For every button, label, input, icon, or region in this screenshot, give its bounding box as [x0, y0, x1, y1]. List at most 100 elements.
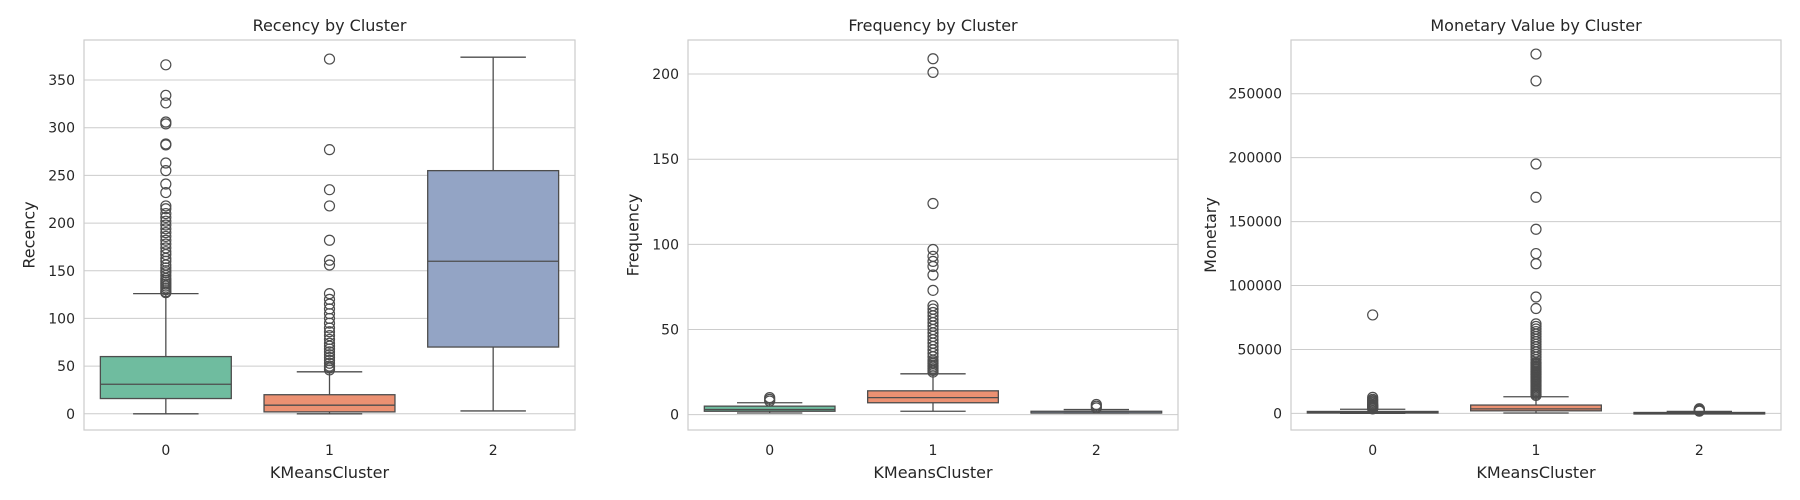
iqr-box [427, 169, 560, 348]
outlier-point [160, 211, 172, 223]
iqr-box [1470, 404, 1602, 412]
outlier-point [323, 53, 336, 65]
outlier-point [1530, 323, 1542, 335]
outlier-point [323, 200, 336, 212]
outlier-point [160, 97, 172, 109]
outlier-point [323, 254, 336, 266]
outlier-point [927, 250, 939, 262]
box-plot-1 [263, 53, 396, 415]
box-plot-1 [867, 53, 999, 412]
y-axis-label: Frequency [624, 194, 643, 277]
x-tick-label: 0 [765, 443, 774, 459]
outlier-point [323, 326, 336, 338]
iqr-box [867, 390, 999, 404]
chart-monetary: 0 50000 100000 150000 200000 250000 0 1 2 Monetar… [1201, 16, 1782, 482]
outlier-point [160, 186, 172, 199]
y-tick-label: 0 [1273, 406, 1282, 422]
iqr-box [703, 405, 836, 412]
box-plot-0 [1306, 309, 1439, 415]
outlier-point [1530, 75, 1542, 87]
chart-title: Monetary Value by Cluster [1430, 16, 1642, 35]
chart-frequency: 0 50 100 150 200 0 1 2 Frequency by Cluster KMean… [624, 16, 1179, 482]
y-tick-label: 0 [66, 407, 75, 423]
outlier-point [1530, 302, 1542, 315]
outlier-point [160, 238, 172, 250]
outlier-point [160, 200, 172, 212]
x-tick-label: 1 [325, 443, 334, 459]
outlier-point [927, 284, 939, 296]
x-tick-label: 2 [489, 443, 498, 459]
outlier-point [1530, 325, 1542, 338]
y-tick-label: 50000 [1237, 342, 1282, 358]
outlier-point [1530, 48, 1542, 60]
outlier-point [1530, 247, 1542, 260]
box-plot-2 [1030, 398, 1163, 414]
outlier-point [1530, 158, 1542, 170]
outlier-point [1530, 320, 1542, 333]
y-tick-label: 100000 [1229, 279, 1282, 295]
y-tick-label: 150 [652, 152, 679, 168]
outlier-point [1530, 223, 1542, 235]
outlier-point [927, 303, 939, 315]
outlier-point [323, 351, 336, 364]
y-tick-label: 150 [48, 264, 75, 280]
x-tick-label: 2 [1695, 443, 1704, 459]
outlier-point [323, 293, 336, 305]
outlier-point [323, 360, 336, 372]
outlier-point [1367, 391, 1379, 403]
y-tick-label: 150000 [1229, 215, 1282, 231]
outlier-point [160, 246, 172, 258]
outlier-point [927, 53, 939, 65]
y-tick-label: 50 [661, 323, 679, 339]
outlier-point [160, 138, 172, 150]
outlier-point [1367, 309, 1379, 321]
y-tick-label: 350 [48, 73, 75, 89]
outlier-point [160, 59, 172, 71]
y-tick-label: 200 [652, 67, 679, 83]
outlier-point [927, 255, 939, 267]
x-tick-label: 1 [1532, 443, 1541, 459]
outlier-point [323, 333, 336, 346]
y-tick-label: 100 [652, 237, 679, 253]
x-tick-label: 0 [1368, 443, 1377, 459]
x-tick-label: 2 [1092, 443, 1101, 459]
outlier-point [764, 392, 776, 404]
outlier-point [1530, 258, 1542, 270]
outlier-point [323, 337, 336, 349]
box-plot-2 [427, 56, 560, 412]
x-tick-label: 1 [929, 443, 938, 459]
outlier-point [1693, 403, 1705, 415]
outlier-point [160, 165, 172, 177]
outlier-point [927, 243, 939, 256]
chart-recency: 0 50 100 150 200 250 300 350 0 1 2 Recency by Clust… [20, 16, 576, 482]
outlier-point [323, 354, 336, 366]
chart-title: Frequency by Cluster [848, 16, 1018, 35]
box-plot-0 [703, 392, 836, 414]
outlier-point [927, 197, 939, 210]
plot-frame [687, 39, 1179, 431]
outlier-point [323, 346, 336, 358]
outlier-point [1530, 191, 1542, 203]
outlier-point [323, 357, 336, 369]
outlier-point [323, 288, 336, 300]
y-tick-label: 300 [48, 121, 75, 137]
outlier-point [1530, 318, 1542, 330]
y-axis-label: Monetary [1201, 197, 1220, 273]
outlier-point [160, 223, 172, 235]
outlier-point [160, 116, 172, 128]
outlier-point [160, 242, 172, 254]
box-plot-0 [99, 59, 232, 415]
outlier-point [927, 269, 939, 281]
outlier-point [927, 306, 939, 319]
outlier-point [323, 184, 336, 196]
y-tick-label: 200000 [1229, 151, 1282, 167]
chart-title: Recency by Cluster [253, 16, 407, 35]
y-tick-label: 0 [670, 408, 679, 424]
outlier-point [323, 259, 336, 271]
outlier-point [927, 300, 939, 312]
y-tick-label: 50 [57, 359, 75, 375]
outlier-point [160, 89, 172, 101]
y-axis-label: Recency [20, 201, 39, 268]
x-axis-label: KMeansCluster [873, 463, 993, 482]
